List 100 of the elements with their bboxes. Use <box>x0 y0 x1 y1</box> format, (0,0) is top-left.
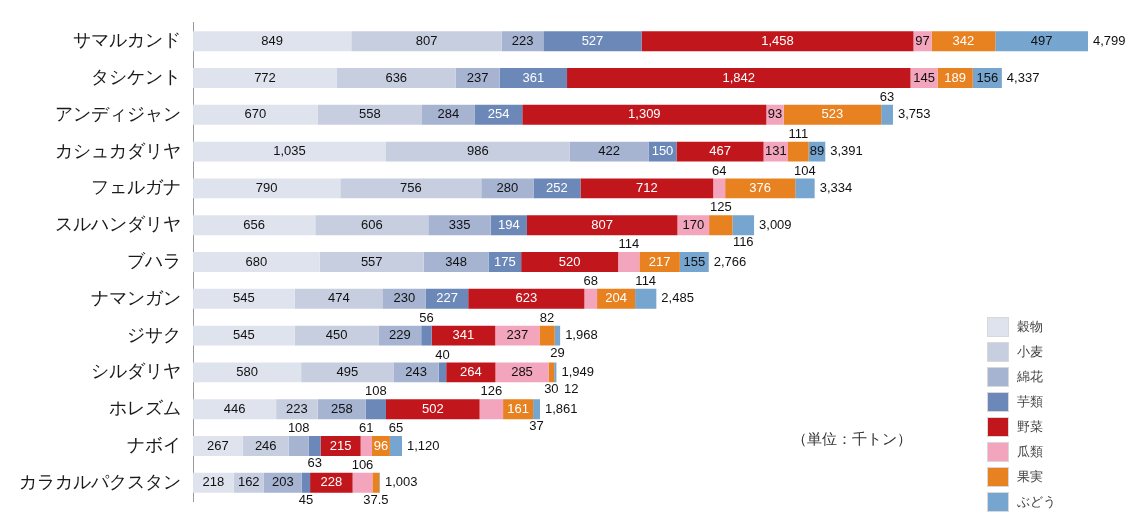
bar <box>732 215 755 236</box>
bar <box>533 399 540 420</box>
total-label: 1,003 <box>385 474 418 490</box>
legend-label: 瓜類 <box>1017 443 1043 461</box>
bar <box>294 325 379 346</box>
total-label: 2,766 <box>713 253 747 269</box>
data-label: 467 <box>709 143 731 159</box>
bar <box>385 399 480 420</box>
bar <box>352 472 373 493</box>
bar <box>526 215 678 236</box>
data-label: 450 <box>325 327 348 343</box>
bar <box>676 141 764 162</box>
bar <box>584 288 598 309</box>
bar <box>521 252 619 272</box>
y-tick-label: サマルカンド <box>73 30 181 51</box>
data-label: 1,035 <box>273 143 306 159</box>
data-label: 97 <box>915 32 930 48</box>
legend-label: 果実 <box>1017 468 1043 486</box>
data-label: 64 <box>711 162 727 178</box>
data-label: 237 <box>506 327 529 343</box>
bar <box>193 288 295 309</box>
data-label: 670 <box>244 106 267 122</box>
bar <box>709 215 733 236</box>
legend-label: 穀物 <box>1017 318 1043 336</box>
bar <box>193 399 277 420</box>
data-label: 217 <box>648 253 671 269</box>
data-label: 30 <box>544 381 559 397</box>
total-label: 3,753 <box>897 106 931 122</box>
bar <box>193 252 320 272</box>
data-label: 284 <box>437 106 460 122</box>
data-label: 189 <box>944 69 966 85</box>
data-label: 264 <box>459 363 482 379</box>
data-label: 342 <box>952 32 975 48</box>
data-label: 772 <box>254 69 276 85</box>
data-label: 557 <box>360 253 383 269</box>
data-label: 131 <box>764 143 787 159</box>
data-label: 849 <box>261 32 283 48</box>
total-label: 1,861 <box>545 400 578 416</box>
total-label: 1,949 <box>561 363 594 379</box>
data-label: 150 <box>651 143 674 159</box>
bar <box>372 472 380 493</box>
legend-label: 綿花 <box>1017 368 1043 386</box>
data-label: 636 <box>385 69 408 85</box>
bar <box>193 178 341 199</box>
data-label: 376 <box>749 179 772 195</box>
data-label: 56 <box>419 309 434 325</box>
data-label: 37 <box>529 418 544 434</box>
data-label: 155 <box>683 253 706 269</box>
data-label: 807 <box>591 216 614 232</box>
bar <box>421 325 432 346</box>
data-label: 161 <box>507 400 529 416</box>
data-label: 125 <box>709 199 732 215</box>
data-label: 162 <box>237 474 260 490</box>
data-label: 230 <box>393 290 416 306</box>
data-label: 558 <box>359 106 381 122</box>
data-label: 227 <box>436 290 458 306</box>
bar <box>365 399 386 420</box>
bar <box>881 104 893 125</box>
data-label: 126 <box>480 383 503 399</box>
bar <box>554 325 561 346</box>
bar <box>713 178 726 199</box>
y-tick-label: ジサク <box>127 324 181 345</box>
data-label: 114 <box>618 236 640 252</box>
bar <box>783 104 882 125</box>
data-label: 82 <box>539 309 555 325</box>
data-label: 96 <box>373 437 389 453</box>
data-label: 203 <box>271 474 294 490</box>
bar <box>522 104 767 125</box>
data-label: 623 <box>515 290 538 306</box>
data-label: 93 <box>767 106 783 122</box>
data-label: 335 <box>448 216 471 232</box>
data-label: 194 <box>498 216 520 232</box>
bar <box>468 288 585 309</box>
data-label: 523 <box>821 106 844 122</box>
data-label: 40 <box>435 346 450 362</box>
bar <box>569 141 649 162</box>
data-label: 65 <box>388 420 404 436</box>
data-label: 215 <box>329 437 352 453</box>
bar <box>193 141 386 162</box>
data-label: 807 <box>415 32 438 48</box>
bar <box>795 178 815 199</box>
data-label: 254 <box>487 106 510 122</box>
total-label: 1,120 <box>407 437 440 453</box>
y-tick-label: ナボイ <box>127 434 181 455</box>
total-label: 2,485 <box>661 290 694 306</box>
bar <box>995 31 1088 52</box>
bar <box>499 68 568 88</box>
data-label: 527 <box>581 32 604 48</box>
bar <box>288 436 309 456</box>
data-label: 246 <box>254 437 277 453</box>
data-label: 63 <box>307 455 322 471</box>
data-label: 495 <box>336 363 359 379</box>
bar <box>193 68 337 88</box>
bar <box>539 325 555 346</box>
y-tick-label: シルダリヤ <box>91 361 181 382</box>
data-label: 116 <box>732 234 754 250</box>
data-label: 114 <box>635 272 657 288</box>
legend-label: 芋類 <box>1017 393 1043 411</box>
data-label: 497 <box>1030 32 1053 48</box>
bar <box>931 31 996 52</box>
